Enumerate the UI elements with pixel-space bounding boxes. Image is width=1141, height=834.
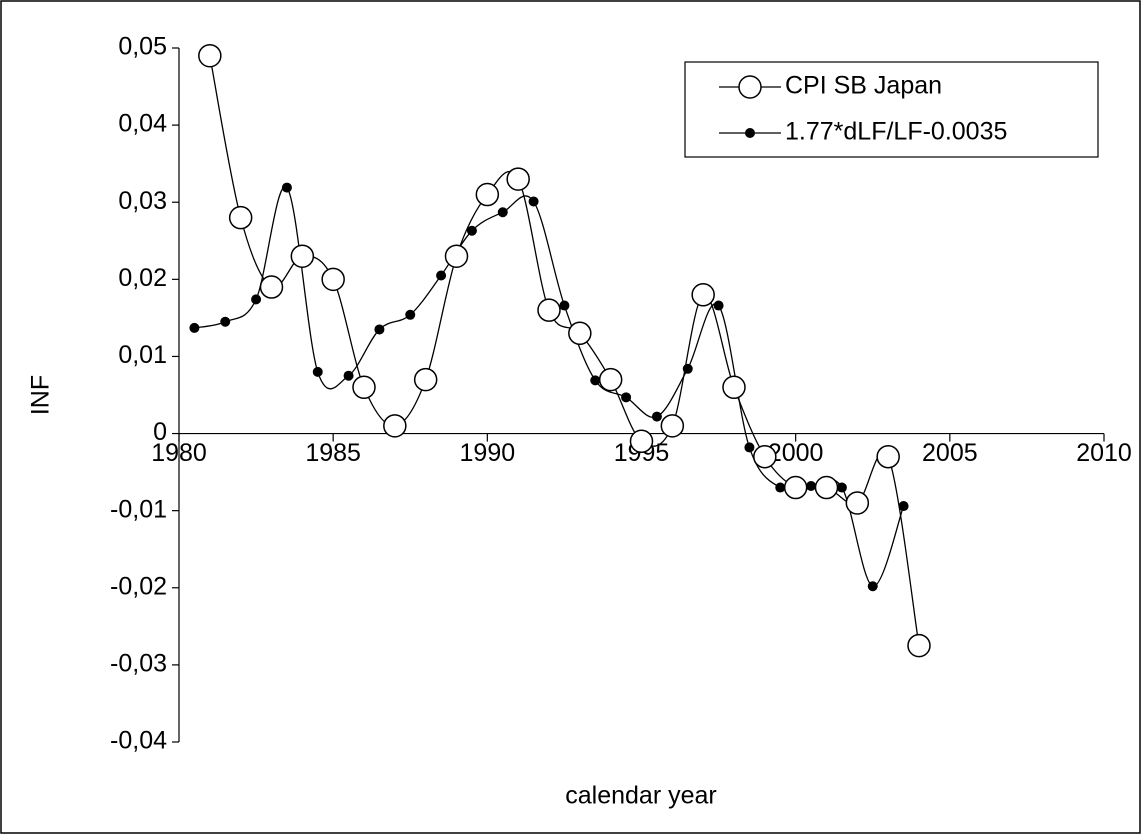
y-tick-label: -0,04 xyxy=(110,727,167,755)
x-tick-label: 1985 xyxy=(305,439,361,467)
y-tick-label: 0,05 xyxy=(118,33,167,61)
data-point xyxy=(352,375,376,400)
y-tick-label: 0,01 xyxy=(118,341,167,369)
data-point xyxy=(444,244,469,268)
legend-marker xyxy=(738,75,762,99)
y-tick-label: -0,01 xyxy=(110,495,167,523)
data-point xyxy=(814,475,839,500)
data-point xyxy=(506,167,530,191)
data-point xyxy=(251,294,262,305)
data-point xyxy=(898,501,909,512)
y-tick-label: 0,04 xyxy=(118,110,167,138)
data-point xyxy=(651,411,662,422)
data-point xyxy=(753,444,777,469)
data-point xyxy=(436,270,447,281)
data-point xyxy=(845,491,870,515)
data-point xyxy=(374,324,385,335)
y-tick-label: -0,03 xyxy=(110,649,167,677)
data-point xyxy=(876,444,900,469)
data-point xyxy=(259,275,284,299)
data-point xyxy=(189,322,200,333)
legend-label: CPI SB Japan xyxy=(785,72,942,100)
data-point xyxy=(321,267,345,292)
y-tick-label: -0,02 xyxy=(110,572,167,600)
data-point xyxy=(497,207,508,218)
data-point xyxy=(466,225,477,236)
data-point xyxy=(590,375,601,386)
data-point xyxy=(907,633,931,658)
data-point xyxy=(383,414,407,438)
data-point xyxy=(621,392,632,403)
y-tick-label: 0 xyxy=(153,418,167,446)
data-point xyxy=(713,300,724,311)
data-point xyxy=(475,182,500,207)
data-point xyxy=(783,475,808,500)
data-point xyxy=(806,480,817,491)
y-axis-title: INF xyxy=(27,375,55,415)
data-point xyxy=(228,205,253,230)
x-tick-label: 2005 xyxy=(922,439,978,467)
data-point xyxy=(629,429,654,454)
data-point xyxy=(722,375,746,400)
x-tick-label: 1980 xyxy=(151,439,207,467)
x-tick-label: 2010 xyxy=(1076,439,1132,467)
data-point xyxy=(836,482,847,493)
legend-label: 1.77*dLF/LF-0.0035 xyxy=(785,118,1007,146)
data-point xyxy=(559,300,570,311)
data-point xyxy=(281,182,292,193)
data-point xyxy=(660,414,685,438)
data-point xyxy=(744,442,755,453)
x-tick-label: 2000 xyxy=(768,439,824,467)
data-point xyxy=(405,309,416,320)
x-tick-label: 1990 xyxy=(460,439,516,467)
data-point xyxy=(343,370,354,381)
data-point xyxy=(682,363,693,374)
y-tick-label: 0,03 xyxy=(118,187,167,215)
data-point xyxy=(220,316,231,327)
data-point xyxy=(537,298,561,322)
data-point xyxy=(568,321,592,346)
data-point xyxy=(312,366,323,377)
data-point xyxy=(198,43,222,68)
data-point xyxy=(775,482,786,493)
data-point xyxy=(867,581,878,592)
data-point xyxy=(691,283,715,307)
legend-marker xyxy=(745,128,755,138)
x-axis-title: calendar year xyxy=(565,782,716,810)
data-point xyxy=(290,244,315,268)
y-tick-label: 0,02 xyxy=(118,264,167,292)
data-point xyxy=(528,196,539,207)
data-point xyxy=(413,367,438,392)
data-point xyxy=(598,367,623,392)
